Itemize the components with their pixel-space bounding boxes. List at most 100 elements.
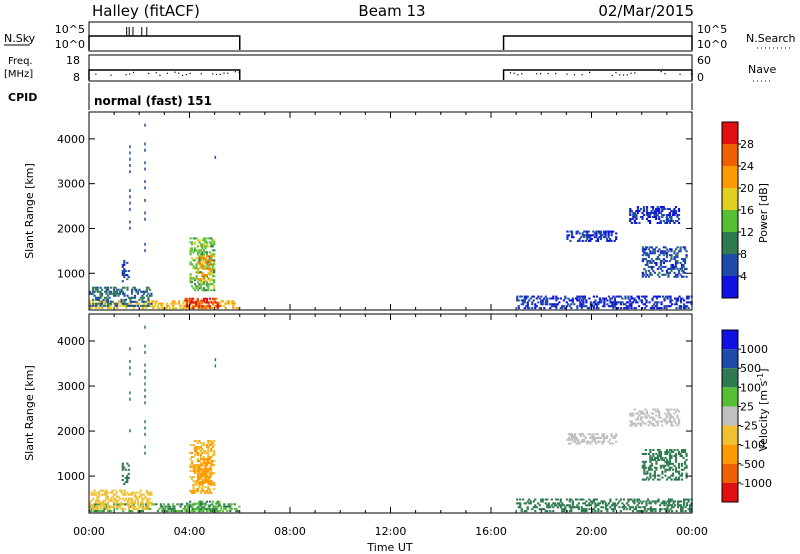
data-cell xyxy=(647,452,650,455)
data-cell xyxy=(211,243,214,246)
data-cell xyxy=(105,286,108,289)
data-cell xyxy=(201,305,204,308)
data-cell xyxy=(209,458,212,461)
data-cell xyxy=(99,296,102,299)
data-cell xyxy=(613,502,617,505)
data-cell xyxy=(630,506,633,509)
data-cell xyxy=(667,510,671,513)
data-cell xyxy=(126,491,129,494)
data-cell xyxy=(594,506,597,509)
data-cell xyxy=(132,304,135,307)
data-cell xyxy=(576,506,579,509)
data-cell xyxy=(188,505,191,508)
data-cell xyxy=(572,440,575,443)
data-cell xyxy=(141,507,144,510)
data-cell xyxy=(217,505,220,508)
data-cell xyxy=(566,236,569,239)
data-cell xyxy=(109,499,113,502)
data-cell xyxy=(644,414,647,417)
data-cell xyxy=(592,295,595,298)
data-cell xyxy=(89,300,92,303)
data-cell xyxy=(629,214,632,217)
data-cell xyxy=(658,414,661,417)
data-cell xyxy=(630,424,633,427)
data-cell xyxy=(643,464,646,467)
data-cell xyxy=(98,307,101,310)
data-cell xyxy=(165,510,169,513)
data-cell xyxy=(209,472,212,475)
data-cell xyxy=(135,288,138,291)
data-cell xyxy=(650,422,653,425)
data-cell xyxy=(190,510,193,513)
data-cell xyxy=(120,491,123,494)
data-cell xyxy=(227,505,230,508)
data-cell xyxy=(118,497,122,500)
data-cell xyxy=(641,212,644,215)
data-cell xyxy=(657,498,660,501)
data-cell xyxy=(641,250,644,253)
data-cell xyxy=(519,502,522,505)
data-cell xyxy=(105,290,108,293)
data-cell xyxy=(186,305,189,308)
data-cell xyxy=(618,500,621,503)
data-cell xyxy=(201,271,204,274)
data-cell xyxy=(193,492,197,495)
data-cell xyxy=(198,251,201,254)
data-cell xyxy=(680,449,684,452)
data-cell xyxy=(603,303,606,306)
data-cell xyxy=(575,438,578,441)
data-cell xyxy=(581,440,584,443)
data-cell xyxy=(585,504,588,507)
data-cell xyxy=(139,495,143,498)
data-cell xyxy=(89,307,92,310)
data-cell xyxy=(161,304,164,307)
data-cell xyxy=(619,498,623,501)
data-cell xyxy=(675,299,678,302)
data-cell xyxy=(667,410,670,413)
data-cell xyxy=(655,301,659,304)
data-cell xyxy=(670,269,673,272)
data-cell xyxy=(235,510,238,513)
data-cell xyxy=(615,232,618,235)
nave-dot xyxy=(622,74,625,76)
data-cell xyxy=(192,476,195,479)
data-cell xyxy=(643,452,646,455)
data-cell xyxy=(130,300,134,303)
data-cell xyxy=(131,510,134,513)
data-cell xyxy=(105,300,108,303)
data-cell xyxy=(213,271,216,274)
data-cell xyxy=(202,281,206,284)
data-cell xyxy=(207,454,210,457)
data-cell xyxy=(195,249,198,252)
data-cell xyxy=(634,506,638,509)
data-cell xyxy=(202,253,206,256)
data-cell xyxy=(589,236,592,239)
data-cell xyxy=(682,500,686,503)
data-cell xyxy=(641,217,644,221)
data-cell xyxy=(676,424,679,427)
data-cell xyxy=(105,304,108,307)
data-cell xyxy=(597,303,600,306)
data-cell xyxy=(100,493,104,496)
data-cell xyxy=(90,507,93,510)
data-cell xyxy=(102,304,105,307)
data-cell xyxy=(630,221,633,224)
data-cell xyxy=(198,480,201,484)
data-cell xyxy=(575,436,578,439)
data-cell xyxy=(193,247,197,250)
data-cell xyxy=(671,219,675,222)
nsearch-tick-top: 10^5 xyxy=(697,23,727,36)
data-cell xyxy=(201,502,204,505)
data-cell xyxy=(519,295,522,298)
data-cell xyxy=(100,292,104,295)
data-cell xyxy=(604,436,607,439)
data-cell xyxy=(668,412,671,415)
data-cell xyxy=(210,289,213,292)
data-cell xyxy=(589,433,592,436)
data-cell xyxy=(669,500,672,503)
data-cell xyxy=(193,301,196,304)
data-cell xyxy=(101,510,104,513)
data-cell xyxy=(684,307,687,310)
data-cell xyxy=(186,297,189,300)
data-cell xyxy=(198,452,201,455)
